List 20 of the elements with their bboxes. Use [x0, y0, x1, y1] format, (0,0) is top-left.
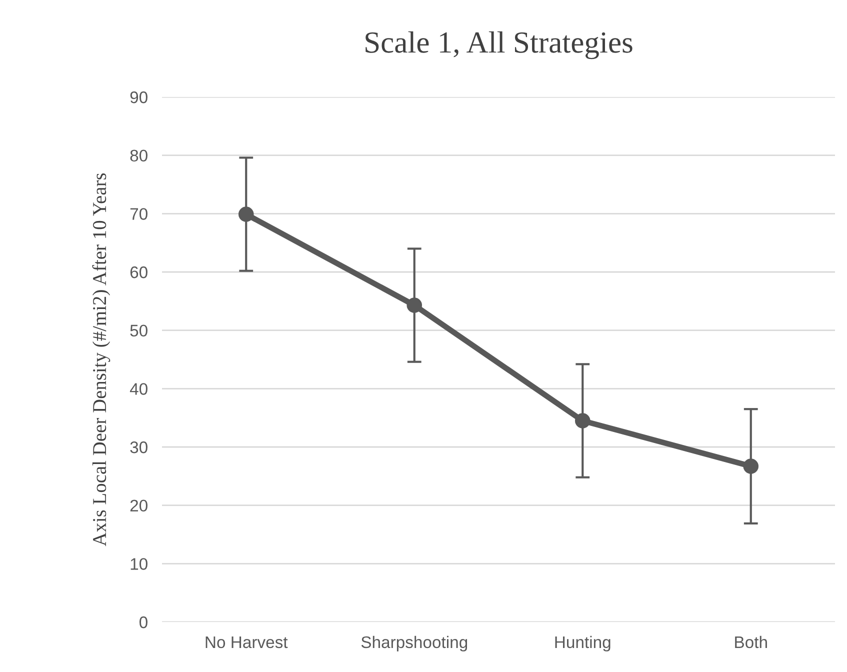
point: [743, 458, 759, 474]
y-tick-label: 80: [130, 150, 148, 162]
y-tick-label: 30: [130, 441, 148, 454]
y-tick-label: 40: [130, 383, 148, 395]
x-tick-label: Hunting: [555, 636, 610, 652]
y-tick-label: 60: [130, 266, 148, 278]
y-tick-label: 0: [139, 616, 148, 628]
x-tick-label: No Harvest: [206, 636, 288, 648]
y-tick-label: 90: [130, 91, 148, 104]
y-tick-label: 50: [130, 324, 148, 337]
x-tick-label: Both: [735, 636, 767, 648]
chart-title: Scale 1, All Strategies: [366, 31, 632, 60]
y-tick-label: 10: [130, 558, 148, 570]
y-tick-label: 20: [130, 500, 148, 512]
point: [574, 413, 590, 428]
x-tick-label: Sharpshooting: [361, 636, 468, 652]
point: [238, 206, 254, 222]
point: [406, 298, 422, 313]
y-tick-label: 70: [130, 208, 148, 220]
y-axis-title: Axis Local Deer Density (#/mi2) After 10 Years: [92, 173, 110, 546]
